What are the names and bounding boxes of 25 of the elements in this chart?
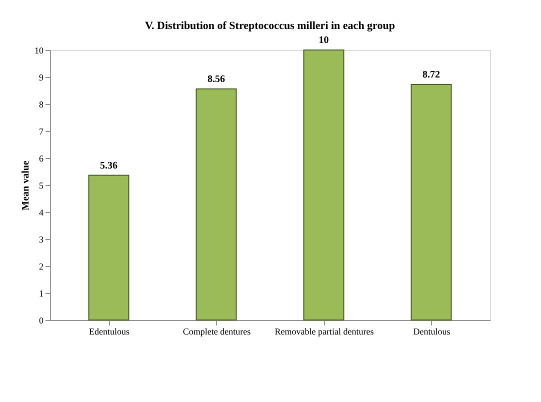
y-tick-label: 1 bbox=[39, 288, 44, 298]
bar bbox=[303, 50, 344, 320]
y-tick-label: 9 bbox=[39, 72, 44, 82]
y-tick-label: 7 bbox=[39, 126, 44, 136]
y-axis-title: Mean value bbox=[20, 160, 32, 210]
x-tick-label: Removable partial dentures bbox=[274, 326, 374, 336]
bar bbox=[410, 84, 452, 320]
data-label: 10 bbox=[318, 35, 329, 46]
y-tick-label: 8 bbox=[39, 100, 44, 110]
bar bbox=[196, 88, 237, 320]
y-tick-label: 6 bbox=[39, 154, 44, 164]
chart-title: V. Distribution of Streptococcus milleri in each group bbox=[145, 20, 395, 32]
y-tick-label: 10 bbox=[34, 46, 44, 56]
x-tick-label: Dentulous bbox=[413, 326, 451, 336]
x-tick-label: Edentulous bbox=[89, 326, 130, 336]
data-label: 8.56 bbox=[208, 74, 225, 85]
y-tick-label: 4 bbox=[39, 208, 44, 218]
y-tick-label: 5 bbox=[39, 180, 44, 190]
y-tick-label: 3 bbox=[39, 234, 44, 244]
x-tick-label: Complete dentures bbox=[182, 326, 252, 336]
y-tick-label: 0 bbox=[39, 316, 44, 326]
y-tick-label: 2 bbox=[39, 262, 44, 272]
data-label: 5.36 bbox=[100, 160, 118, 172]
data-label: 8.72 bbox=[422, 70, 440, 81]
bar bbox=[88, 174, 130, 320]
